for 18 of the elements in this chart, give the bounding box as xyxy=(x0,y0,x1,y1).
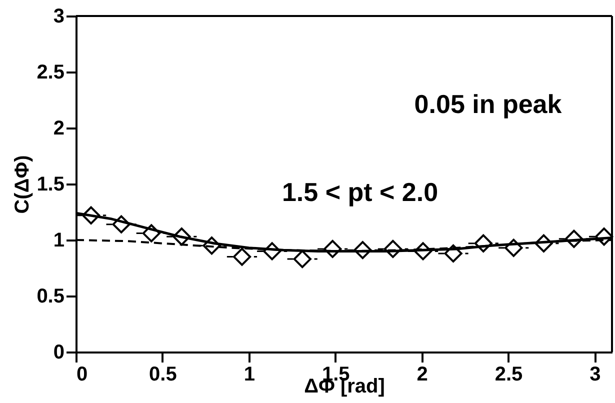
point xyxy=(232,248,252,266)
annotation: 0.05 in peak xyxy=(414,89,562,119)
x-tick-label: 3 xyxy=(590,364,601,386)
y-tick-label: 0.5 xyxy=(36,286,64,308)
y-tick-label: 3 xyxy=(53,6,64,28)
annotation: 1.5 < pt < 2.0 xyxy=(282,177,438,207)
y-tick-label: 2 xyxy=(53,118,64,140)
y-axis-title: C(ΔΦ) xyxy=(12,155,34,214)
x-tick-label: 2 xyxy=(416,364,428,386)
x-tick-label: 0.5 xyxy=(149,364,177,386)
point xyxy=(293,250,312,268)
y-tick-label: 1.5 xyxy=(36,174,64,196)
x-tick-label: 0 xyxy=(76,364,88,386)
y-tick-label: 0 xyxy=(53,342,64,364)
y-tick-label: 1 xyxy=(53,230,64,252)
x-tick-label: 1 xyxy=(244,364,255,386)
x-tick-label: 2.5 xyxy=(494,364,523,386)
y-tick-label: 2.5 xyxy=(36,62,64,84)
